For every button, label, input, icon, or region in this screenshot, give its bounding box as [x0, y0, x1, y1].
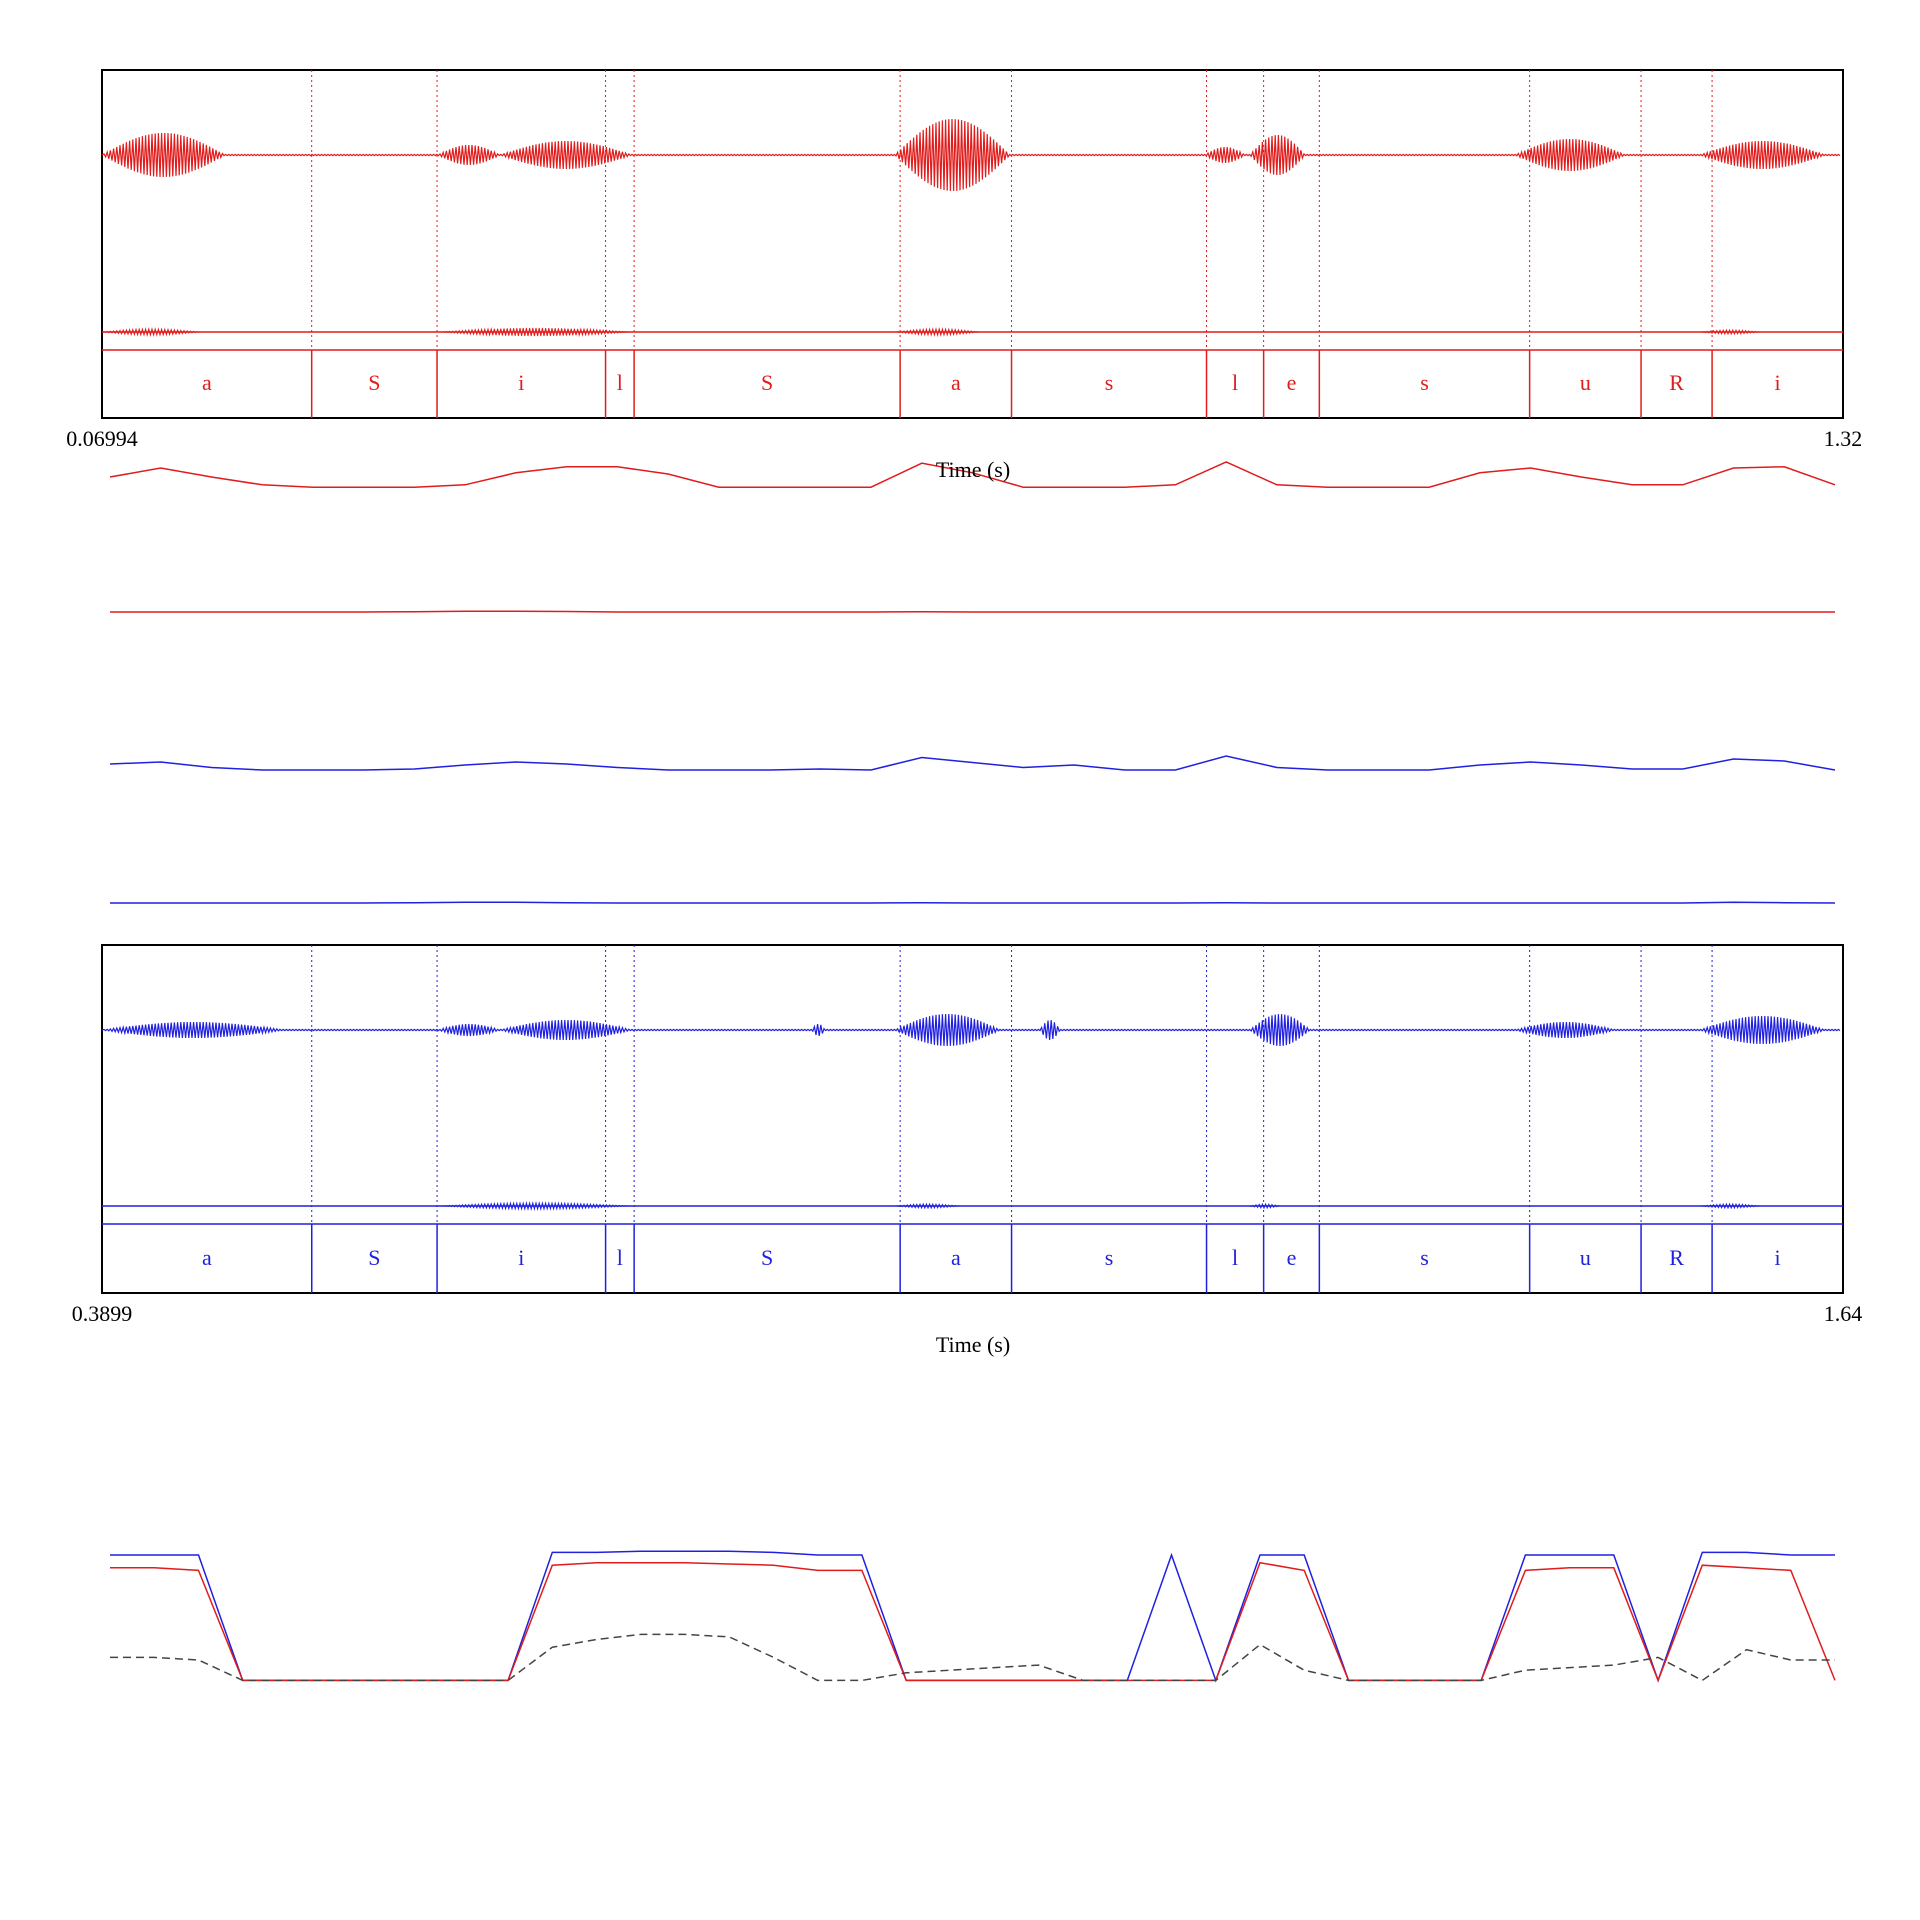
feature-curve-2: [110, 610, 1835, 613]
top-x-end-label: 1.32: [1824, 426, 1863, 451]
top-frame: [101, 69, 1844, 419]
blue-segment-label: S: [761, 1245, 773, 1270]
feature-curve-1: [109, 461, 1836, 488]
bottom-curve-2: [110, 1561, 1836, 1683]
top-segment-label: R: [1669, 370, 1684, 395]
top-segment-label: a: [951, 370, 961, 395]
top-segment-label: s: [1420, 370, 1429, 395]
blue-segment-label: a: [202, 1245, 212, 1270]
blue-x-axis-label: Time (s): [936, 1332, 1010, 1357]
top-waveform: [101, 118, 1841, 192]
blue-x-end-label: 1.64: [1824, 1301, 1863, 1326]
blue-segment-label: l: [617, 1245, 623, 1270]
blue-segment-label: s: [1420, 1245, 1429, 1270]
top-segment-label: u: [1580, 370, 1591, 395]
feature-curve-3: [109, 755, 1836, 771]
top-x-axis-label: Time (s): [936, 457, 1010, 482]
feature-curve-4: [110, 901, 1836, 904]
blue-segment-label: R: [1669, 1245, 1684, 1270]
top-segment-label: a: [202, 370, 212, 395]
blue-segment-label: s: [1105, 1245, 1114, 1270]
bottom-curve-1: [110, 1550, 1835, 1683]
bottom-curves-panel: [110, 1550, 1836, 1683]
blue-segment-label: i: [518, 1245, 524, 1270]
top-x-start-label: 0.06994: [66, 426, 138, 451]
top-segment-label: l: [1232, 370, 1238, 395]
blue-x-start-label: 0.3899: [72, 1301, 133, 1326]
top-segment-label: S: [761, 370, 773, 395]
blue-frame: [101, 944, 1844, 1294]
top-segment-label: e: [1287, 370, 1297, 395]
blue-segment-label: u: [1580, 1245, 1591, 1270]
feature-curves-panel: [109, 461, 1836, 904]
blue-segment-label: a: [951, 1245, 961, 1270]
blue-segment-label: e: [1287, 1245, 1297, 1270]
top-segment-label: s: [1105, 370, 1114, 395]
blue-segment-label: l: [1232, 1245, 1238, 1270]
top-segment-label: S: [368, 370, 380, 395]
blue-segment-label: i: [1774, 1245, 1780, 1270]
top-segment-label: i: [1774, 370, 1780, 395]
top-channel2-waveform: [101, 327, 1840, 337]
top-segment-label: l: [617, 370, 623, 395]
blue-channel2-waveform: [102, 1201, 1840, 1211]
blue-waveform: [101, 1013, 1841, 1047]
bottom-curve-3: [110, 1633, 1835, 1682]
blue-segment-label: S: [368, 1245, 380, 1270]
top-segment-label: i: [518, 370, 524, 395]
